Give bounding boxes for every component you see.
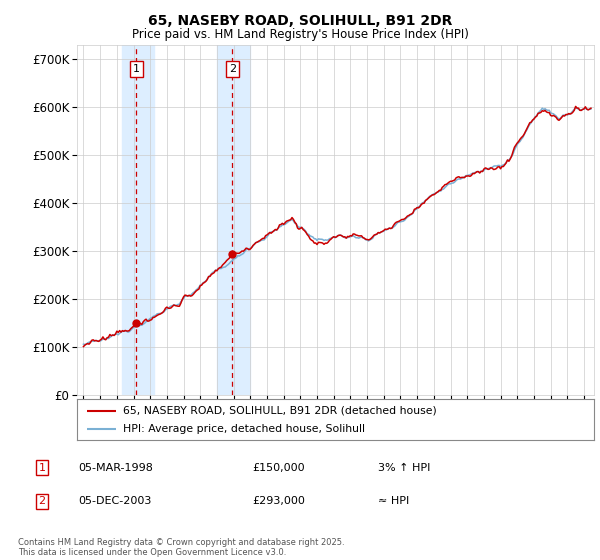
Text: 1: 1 — [133, 64, 140, 74]
Bar — [122, 45, 154, 395]
Text: Price paid vs. HM Land Registry's House Price Index (HPI): Price paid vs. HM Land Registry's House … — [131, 28, 469, 41]
Text: 2: 2 — [38, 496, 46, 506]
Text: 65, NASEBY ROAD, SOLIHULL, B91 2DR (detached house): 65, NASEBY ROAD, SOLIHULL, B91 2DR (deta… — [124, 405, 437, 416]
Text: HPI: Average price, detached house, Solihull: HPI: Average price, detached house, Soli… — [124, 424, 365, 434]
Text: 05-MAR-1998: 05-MAR-1998 — [78, 463, 153, 473]
Text: 2: 2 — [229, 64, 236, 74]
Text: £150,000: £150,000 — [252, 463, 305, 473]
Text: ≈ HPI: ≈ HPI — [378, 496, 409, 506]
Text: 1: 1 — [38, 463, 46, 473]
Text: £293,000: £293,000 — [252, 496, 305, 506]
Text: 3% ↑ HPI: 3% ↑ HPI — [378, 463, 430, 473]
Text: 05-DEC-2003: 05-DEC-2003 — [78, 496, 151, 506]
Text: Contains HM Land Registry data © Crown copyright and database right 2025.
This d: Contains HM Land Registry data © Crown c… — [18, 538, 344, 557]
Bar — [217, 45, 250, 395]
Text: 65, NASEBY ROAD, SOLIHULL, B91 2DR: 65, NASEBY ROAD, SOLIHULL, B91 2DR — [148, 14, 452, 28]
